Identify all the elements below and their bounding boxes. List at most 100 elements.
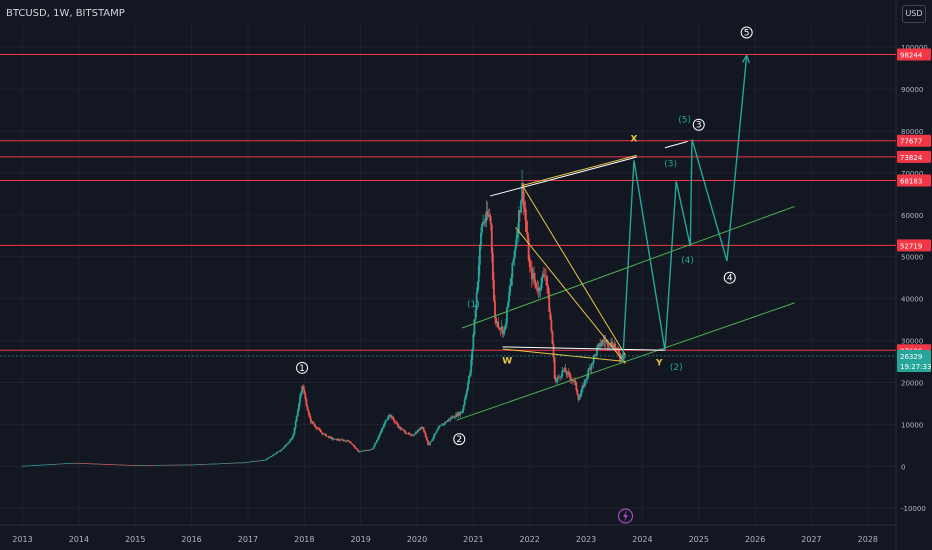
candle-body <box>409 434 412 435</box>
currency-button[interactable]: USD <box>902 5 926 23</box>
candle-body <box>463 399 466 406</box>
candle-body <box>623 356 625 358</box>
candle-body <box>226 463 229 464</box>
candle-body <box>82 463 85 464</box>
candle-body <box>60 463 63 465</box>
candle-body <box>579 393 582 398</box>
candle-body <box>245 462 248 463</box>
candle-body <box>89 463 92 465</box>
candle-body <box>396 423 399 426</box>
candle-body <box>327 436 330 437</box>
candle-body <box>499 328 502 330</box>
wave-label-3: (3) <box>664 160 677 170</box>
candle-body <box>456 414 459 417</box>
candle-body <box>64 463 67 464</box>
candle-body <box>22 465 25 467</box>
candle-body <box>573 380 576 382</box>
candle-body <box>543 275 546 276</box>
candle-body <box>201 464 204 465</box>
candle-body <box>254 460 257 462</box>
level-badge <box>897 48 931 61</box>
candle-body <box>332 439 335 440</box>
candle-body <box>533 273 535 280</box>
candle-body <box>400 429 403 430</box>
candle-body <box>249 461 252 463</box>
candle-body <box>336 439 339 441</box>
y-tick-label: 70000 <box>901 170 923 178</box>
candle-body <box>578 397 581 400</box>
candle-body <box>398 427 401 428</box>
candle-body <box>278 451 281 452</box>
candle-body <box>160 464 163 466</box>
candle-body <box>597 345 599 348</box>
candle-body <box>525 219 528 232</box>
wedge-line <box>522 154 637 186</box>
candle-body <box>607 345 610 347</box>
candle-body <box>241 462 244 464</box>
candle-body <box>294 421 297 428</box>
candle-body <box>491 252 494 280</box>
candle-body <box>276 452 279 454</box>
candle-body <box>257 460 260 462</box>
candle-body <box>216 463 219 465</box>
candle-body <box>428 444 430 446</box>
candle-body <box>469 372 472 376</box>
candle-body <box>592 356 595 363</box>
candle-body <box>165 464 168 466</box>
candle-body <box>536 287 539 292</box>
candle-body <box>406 433 409 435</box>
candle-body <box>51 464 54 465</box>
level-badge <box>897 174 931 187</box>
candle-body <box>371 448 374 450</box>
candle-body <box>316 428 319 429</box>
candle-body <box>382 426 385 429</box>
candle-body <box>180 464 183 466</box>
candle-body <box>47 464 50 466</box>
candle-body <box>253 461 256 462</box>
candle-body <box>558 376 560 378</box>
candle-body <box>131 465 133 466</box>
candle-body <box>329 437 332 439</box>
candle-body <box>132 465 134 466</box>
wave-label-circle <box>723 271 736 284</box>
candle-body <box>408 433 411 435</box>
candle-body <box>437 426 440 430</box>
candle-body <box>452 416 455 418</box>
candle-body <box>53 464 55 465</box>
candle-body <box>217 463 220 465</box>
y-tick-label: 10000 <box>901 421 923 429</box>
candle-body <box>526 231 529 239</box>
candle-body <box>85 463 88 464</box>
candle-body <box>48 464 51 465</box>
candle-body <box>262 460 265 461</box>
candle-body <box>151 465 154 466</box>
candle-body <box>79 463 81 464</box>
candle-body <box>350 442 352 444</box>
candle-body <box>595 347 598 355</box>
candle-body <box>397 425 400 428</box>
candle-body <box>441 424 443 426</box>
candle-body <box>563 368 566 370</box>
candle-body <box>125 464 128 466</box>
x-tick-label: 2025 <box>689 535 709 544</box>
candle-body <box>436 429 439 431</box>
candle-body <box>599 343 602 347</box>
candle-body <box>288 442 291 443</box>
x-tick-label: 2018 <box>294 535 314 544</box>
candle-body <box>481 224 483 233</box>
candle-body <box>569 377 572 381</box>
candle-body <box>465 389 468 395</box>
candle-body <box>187 464 190 466</box>
wave-label-W: W <box>502 357 512 367</box>
candle-body <box>541 274 544 278</box>
candle-body <box>365 450 367 451</box>
candle-body <box>215 463 218 465</box>
candle-body <box>359 451 362 452</box>
candle-body <box>228 463 231 464</box>
candle-body <box>106 464 108 465</box>
candle-body <box>506 307 508 324</box>
candle-body <box>30 465 33 467</box>
candle-body <box>289 439 292 443</box>
candle-body <box>348 441 351 443</box>
